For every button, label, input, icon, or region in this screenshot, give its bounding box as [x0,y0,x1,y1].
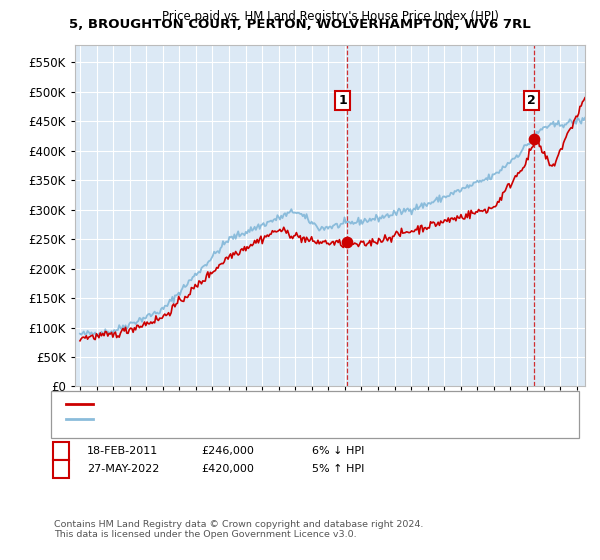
Point [529,134,539,143]
Point [342,237,352,246]
Text: 1: 1 [338,94,347,107]
Text: 5, BROUGHTON COURT, PERTON, WOLVERHAMPTON, WV6 7RL (detached house): 5, BROUGHTON COURT, PERTON, WOLVERHAMPTO… [97,399,539,409]
Text: 2: 2 [527,94,536,107]
Text: 27-MAY-2022: 27-MAY-2022 [87,464,160,474]
Text: 2: 2 [57,462,65,475]
Text: £246,000: £246,000 [201,446,254,456]
Text: 6% ↓ HPI: 6% ↓ HPI [312,446,364,456]
Title: Price paid vs. HM Land Registry's House Price Index (HPI): Price paid vs. HM Land Registry's House … [161,10,499,23]
Text: £420,000: £420,000 [201,464,254,474]
Text: HPI: Average price, detached house, South Staffordshire: HPI: Average price, detached house, Sout… [97,414,405,424]
Text: 5, BROUGHTON COURT, PERTON, WOLVERHAMPTON, WV6 7RL: 5, BROUGHTON COURT, PERTON, WOLVERHAMPTO… [69,18,531,31]
Text: Contains HM Land Registry data © Crown copyright and database right 2024.
This d: Contains HM Land Registry data © Crown c… [54,520,424,539]
Text: 1: 1 [57,444,65,458]
Text: 5% ↑ HPI: 5% ↑ HPI [312,464,364,474]
Text: 18-FEB-2011: 18-FEB-2011 [87,446,158,456]
